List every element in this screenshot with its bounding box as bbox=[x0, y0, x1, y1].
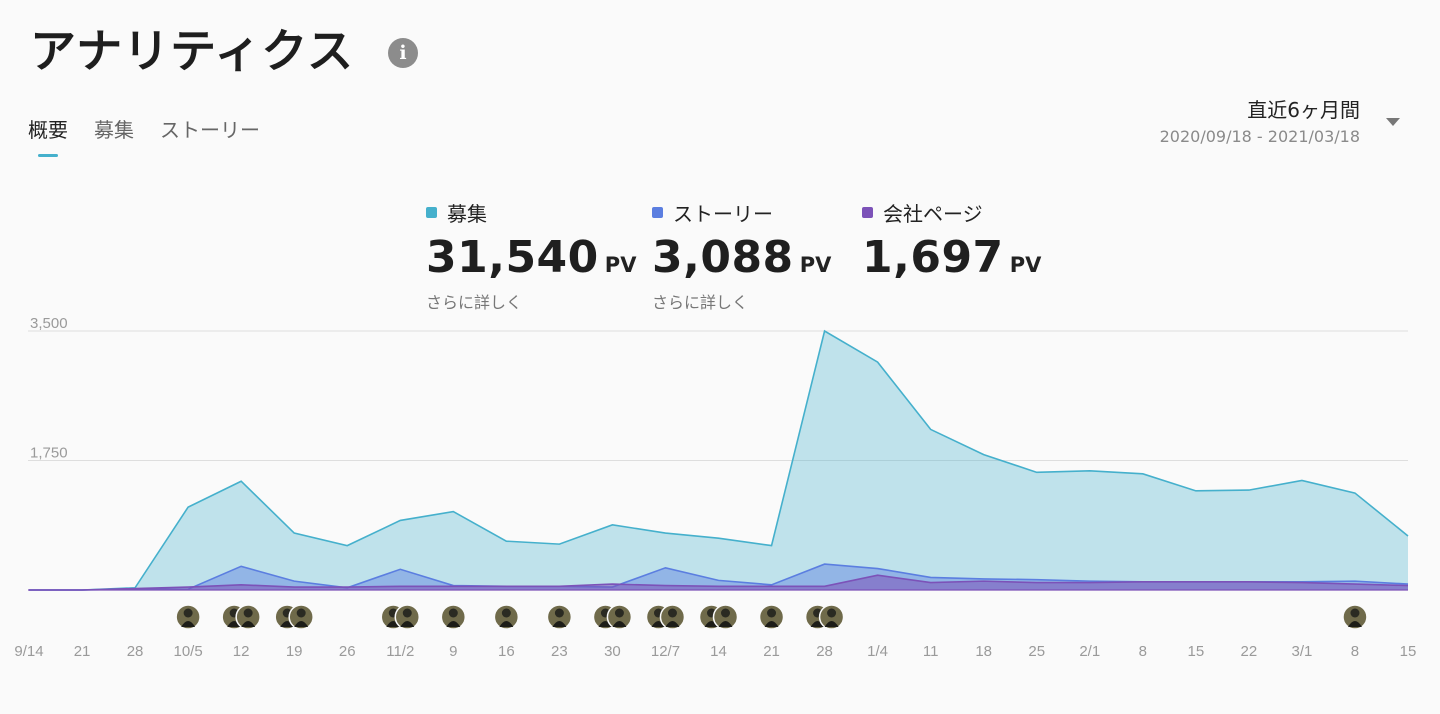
metric-recruitment: 募集 31,540 PV さらに詳しく bbox=[426, 198, 636, 313]
tab-recruitment[interactable]: 募集 bbox=[94, 118, 134, 142]
metric-company-page: 会社ページ 1,697 PV bbox=[862, 198, 1041, 283]
series-line-2 bbox=[29, 574, 1409, 591]
x-tick-label: 8 bbox=[1139, 643, 1147, 660]
metric-recruitment-value: 31,540 bbox=[426, 232, 599, 283]
x-tick-label: 10/5 bbox=[174, 643, 203, 660]
x-tick-label: 28 bbox=[127, 643, 144, 660]
x-tick-label: 18 bbox=[975, 643, 992, 660]
x-tick-label: 23 bbox=[551, 643, 568, 660]
x-tick-label: 21 bbox=[763, 643, 780, 660]
y-tick-label: 3,500 bbox=[30, 315, 68, 332]
x-tick-label: 19 bbox=[286, 643, 303, 660]
x-tick-label: 11 bbox=[923, 643, 939, 660]
x-tick-label: 1/4 bbox=[867, 643, 888, 660]
date-range-selector[interactable]: 直近6ヶ月間 2020/09/18 - 2021/03/18 bbox=[1160, 96, 1360, 150]
metric-company-page-value: 1,697 bbox=[862, 232, 1004, 283]
tab-bar: 概要 募集 ストーリー bbox=[28, 114, 260, 157]
pageview-area-chart: 3,500 1,750 9/14 21 28 10/5 12 19 26 11/2 9 16 23 30 1… bbox=[14, 315, 1417, 660]
x-tick-label: 12/7 bbox=[651, 643, 680, 660]
event-avatar[interactable] bbox=[546, 604, 573, 630]
x-tick-label: 16 bbox=[498, 643, 515, 660]
x-tick-label: 14 bbox=[710, 643, 727, 660]
metric-stories-more-link[interactable]: さらに詳しく bbox=[652, 293, 749, 312]
tab-overview[interactable]: 概要 bbox=[28, 114, 68, 157]
x-tick-label: 8 bbox=[1351, 643, 1359, 660]
caret-down-icon[interactable] bbox=[1386, 118, 1400, 126]
x-tick-label: 9/14 bbox=[14, 643, 43, 660]
metric-recruitment-name: 募集 bbox=[447, 201, 487, 226]
x-tick-label: 25 bbox=[1028, 643, 1045, 660]
event-avatar[interactable] bbox=[606, 604, 633, 630]
x-tick-label: 11/2 bbox=[386, 643, 414, 660]
x-tick-label: 15 bbox=[1188, 643, 1205, 660]
event-avatar[interactable] bbox=[175, 604, 201, 630]
metric-recruitment-unit: PV bbox=[604, 253, 637, 277]
event-avatar[interactable] bbox=[235, 604, 261, 630]
event-avatar[interactable] bbox=[394, 604, 421, 630]
metric-company-page-name: 会社ページ bbox=[883, 201, 983, 226]
event-avatar[interactable] bbox=[659, 604, 686, 630]
stories-swatch-icon bbox=[652, 206, 663, 218]
tab-stories[interactable]: ストーリー bbox=[160, 118, 260, 142]
series-area-0 bbox=[29, 331, 1408, 590]
event-avatar[interactable] bbox=[493, 604, 520, 630]
x-tick-label: 9 bbox=[449, 643, 457, 660]
series-line-0 bbox=[29, 329, 1409, 591]
metric-stories-unit: PV bbox=[799, 253, 832, 277]
x-tick-label: 15 bbox=[1400, 643, 1417, 660]
event-avatar[interactable] bbox=[758, 604, 785, 630]
x-tick-label: 12 bbox=[233, 643, 250, 660]
event-avatar[interactable] bbox=[288, 604, 314, 630]
company-page-swatch-icon bbox=[862, 206, 873, 218]
x-tick-label: 28 bbox=[816, 643, 833, 660]
x-tick-label: 30 bbox=[604, 643, 621, 660]
info-icon[interactable]: i bbox=[388, 38, 418, 68]
metric-stories-value: 3,088 bbox=[652, 232, 794, 283]
event-avatar[interactable] bbox=[818, 604, 845, 630]
event-avatar[interactable] bbox=[440, 604, 467, 630]
page-title: アナリティクス bbox=[30, 24, 354, 78]
event-avatar[interactable] bbox=[712, 604, 739, 630]
metric-stories: ストーリー 3,088 PV さらに詳しく bbox=[652, 198, 831, 313]
date-range-dates: 2020/09/18 - 2021/03/18 bbox=[1159, 127, 1360, 146]
metric-company-page-unit: PV bbox=[1009, 253, 1042, 277]
event-avatar[interactable] bbox=[1342, 604, 1368, 630]
metric-stories-name: ストーリー bbox=[673, 201, 773, 226]
series-area-2 bbox=[29, 575, 1408, 590]
y-tick-label: 1,750 bbox=[30, 445, 68, 462]
x-tick-label: 21 bbox=[74, 643, 91, 660]
metric-recruitment-more-link[interactable]: さらに詳しく bbox=[426, 293, 523, 312]
recruitment-swatch-icon bbox=[426, 206, 437, 218]
date-range-label: 直近6ヶ月間 bbox=[1247, 98, 1360, 122]
x-tick-label: 2/1 bbox=[1079, 643, 1100, 660]
x-tick-label: 22 bbox=[1241, 643, 1258, 660]
x-tick-label: 26 bbox=[339, 643, 356, 660]
x-tick-label: 3/1 bbox=[1291, 643, 1312, 660]
